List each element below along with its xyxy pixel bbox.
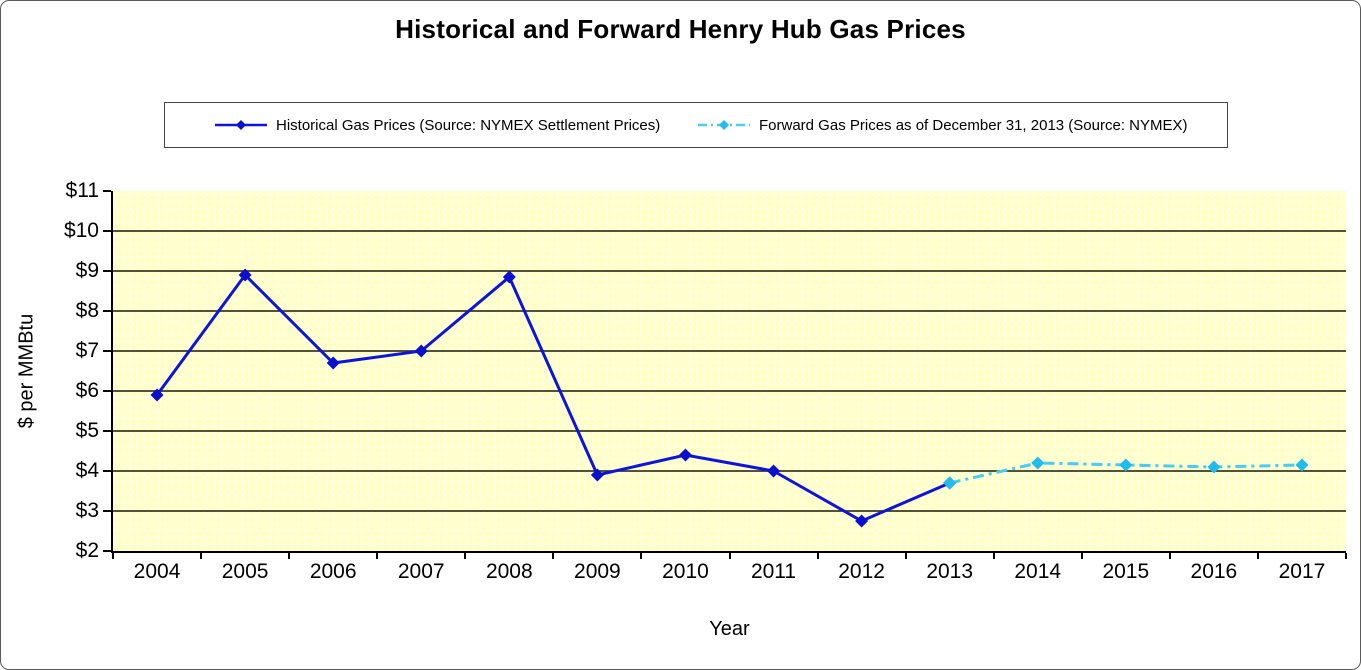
x-tick-mark <box>288 553 291 559</box>
x-tick-label: 2007 <box>397 560 445 583</box>
y-tick-label: $6 <box>75 379 99 402</box>
series-marker-1 <box>943 476 957 490</box>
y-tick-label: $10 <box>63 219 99 242</box>
series-marker-1 <box>1119 458 1133 472</box>
x-axis-title: Year <box>709 618 750 640</box>
legend-label-forward: Forward Gas Prices as of December 31, 20… <box>759 116 1188 134</box>
legend-item-historical: Historical Gas Prices (Source: NYMEX Set… <box>215 103 660 147</box>
series-marker-1 <box>1031 456 1045 470</box>
series-marker-0 <box>855 514 869 528</box>
x-tick-mark <box>464 553 467 559</box>
x-tick-label: 2010 <box>662 560 709 583</box>
x-tick-label: 2004 <box>133 560 181 583</box>
x-tick-label: 2011 <box>750 560 797 583</box>
x-tick-mark <box>640 553 643 559</box>
legend-marker <box>236 120 246 130</box>
x-tick-label: 2014 <box>1014 560 1062 583</box>
x-tick-mark <box>1256 553 1259 559</box>
series-marker-0 <box>678 448 692 462</box>
y-tick-mark <box>103 430 111 432</box>
series-marker-0 <box>150 388 164 402</box>
x-tick-label: 2013 <box>926 560 974 583</box>
x-tick-mark <box>904 553 907 559</box>
x-tick-label: 2006 <box>309 560 357 583</box>
x-tick-mark <box>1345 553 1347 559</box>
x-tick-mark <box>200 553 203 559</box>
legend-box: Historical Gas Prices (Source: NYMEX Set… <box>164 102 1228 148</box>
y-tick-mark <box>103 230 111 232</box>
y-tick-mark <box>103 550 111 552</box>
x-tick-mark <box>376 553 379 559</box>
y-tick-mark <box>103 310 111 312</box>
x-tick-label: 2017 <box>1278 560 1326 583</box>
series-marker-0 <box>326 356 340 370</box>
y-tick-mark <box>103 470 111 472</box>
chart-title: Historical and Forward Henry Hub Gas Pri… <box>395 14 966 44</box>
y-tick-label: $9 <box>75 259 99 282</box>
x-tick-label: 2012 <box>838 560 885 583</box>
x-tick-mark <box>552 553 555 559</box>
y-tick-label: $3 <box>75 499 99 522</box>
x-tick-mark <box>112 553 114 559</box>
series-marker-0 <box>414 344 428 358</box>
x-tick-label: 2008 <box>485 560 533 583</box>
plot-canvas <box>113 230 1346 528</box>
series-marker-0 <box>590 468 604 482</box>
x-tick-mark <box>992 553 995 559</box>
x-tick-mark <box>1080 553 1083 559</box>
y-tick-label: $2 <box>75 539 99 562</box>
x-tick-label: 2009 <box>574 560 621 583</box>
y-tick-label: $4 <box>75 459 99 482</box>
x-tick-mark <box>728 553 731 559</box>
series-line-0 <box>155 272 951 523</box>
series-marker-0 <box>238 268 252 282</box>
series-marker-0 <box>767 464 781 478</box>
x-tick-mark <box>1168 553 1171 559</box>
y-tick-mark <box>103 190 111 192</box>
series-marker-0 <box>502 270 516 284</box>
legend-label-historical: Historical Gas Prices (Source: NYMEX Set… <box>276 116 661 134</box>
series-marker-1 <box>1207 460 1221 474</box>
historical-line-sample-icon <box>215 120 267 130</box>
y-tick-label: $8 <box>75 299 99 322</box>
y-tick-mark <box>103 510 111 512</box>
y-tick-mark <box>103 270 111 272</box>
x-tick-label: 2005 <box>221 560 269 583</box>
y-axis-title: $ per MMBtu <box>15 313 38 429</box>
x-tick-label: 2015 <box>1102 560 1150 583</box>
x-tick-mark <box>816 553 819 559</box>
y-tick-mark <box>103 350 111 352</box>
legend-marker <box>719 120 729 130</box>
series-marker-1 <box>1295 458 1309 472</box>
y-tick-mark <box>103 390 111 392</box>
forward-line-sample-icon <box>698 120 750 130</box>
x-tick-label: 2016 <box>1190 560 1238 583</box>
legend-item-forward: Forward Gas Prices as of December 31, 20… <box>698 103 1188 147</box>
y-tick-label: $7 <box>75 339 99 362</box>
y-tick-label: $5 <box>75 419 99 442</box>
y-tick-label: $11 <box>65 179 99 202</box>
plot-area <box>111 191 1346 553</box>
